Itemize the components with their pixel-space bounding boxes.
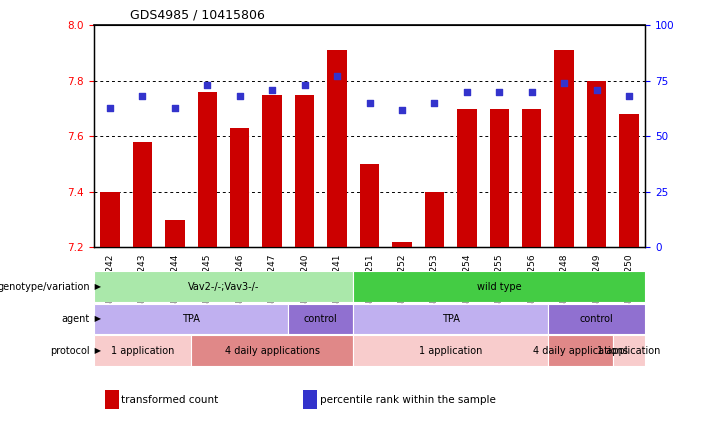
Text: 4 daily applications: 4 daily applications [225, 346, 319, 356]
Point [234, 93, 245, 100]
Bar [191, 335, 353, 366]
Bar [94, 335, 191, 366]
Bar [288, 304, 353, 334]
Bar [613, 335, 645, 366]
Bar [304, 390, 317, 409]
Bar [353, 304, 548, 334]
Point [169, 104, 180, 111]
Bar [165, 220, 185, 247]
Text: 4 daily applications: 4 daily applications [533, 346, 628, 356]
Bar [548, 335, 613, 366]
Bar [587, 81, 606, 247]
Point [590, 86, 602, 93]
Bar [230, 128, 249, 247]
Text: transformed count: transformed count [121, 395, 218, 405]
Bar [619, 114, 639, 247]
Bar [105, 390, 118, 409]
Text: ▶: ▶ [92, 314, 101, 324]
Text: TPA: TPA [442, 314, 459, 324]
Text: 1 application: 1 application [419, 346, 482, 356]
Point [396, 107, 407, 113]
Point [428, 100, 440, 107]
Bar [353, 335, 548, 366]
Bar [425, 192, 444, 247]
Point [623, 93, 634, 100]
Point [136, 93, 149, 100]
Point [104, 104, 115, 111]
Text: GDS4985 / 10415806: GDS4985 / 10415806 [130, 8, 265, 21]
Text: ▶: ▶ [92, 282, 101, 291]
Text: control: control [580, 314, 614, 324]
Bar [490, 109, 509, 247]
Bar [100, 192, 120, 247]
Bar [295, 95, 314, 247]
Text: percentile rank within the sample: percentile rank within the sample [320, 395, 496, 405]
Text: ▶: ▶ [92, 346, 101, 355]
Bar [327, 50, 347, 247]
Bar [353, 271, 645, 302]
Text: TPA: TPA [182, 314, 200, 324]
Bar [392, 242, 412, 247]
Point [558, 80, 570, 87]
Bar [94, 271, 353, 302]
Text: agent: agent [62, 314, 90, 324]
Bar [457, 109, 477, 247]
Text: 1 application: 1 application [111, 346, 174, 356]
Bar [262, 95, 282, 247]
Bar [522, 109, 541, 247]
Text: control: control [304, 314, 337, 324]
Text: genotype/variation: genotype/variation [0, 282, 90, 291]
Bar [94, 304, 288, 334]
Point [363, 100, 375, 107]
Point [461, 89, 472, 96]
Bar [548, 304, 645, 334]
Text: Vav2-/-;Vav3-/-: Vav2-/-;Vav3-/- [188, 282, 259, 291]
Text: 1 application: 1 application [598, 346, 660, 356]
Bar [198, 92, 217, 247]
Point [493, 89, 505, 96]
Text: wild type: wild type [477, 282, 521, 291]
Bar [360, 164, 379, 247]
Point [331, 73, 342, 80]
Bar [133, 142, 152, 247]
Point [526, 89, 537, 96]
Text: protocol: protocol [50, 346, 90, 356]
Point [266, 86, 278, 93]
Point [201, 82, 213, 89]
Bar [554, 50, 574, 247]
Point [298, 82, 310, 89]
